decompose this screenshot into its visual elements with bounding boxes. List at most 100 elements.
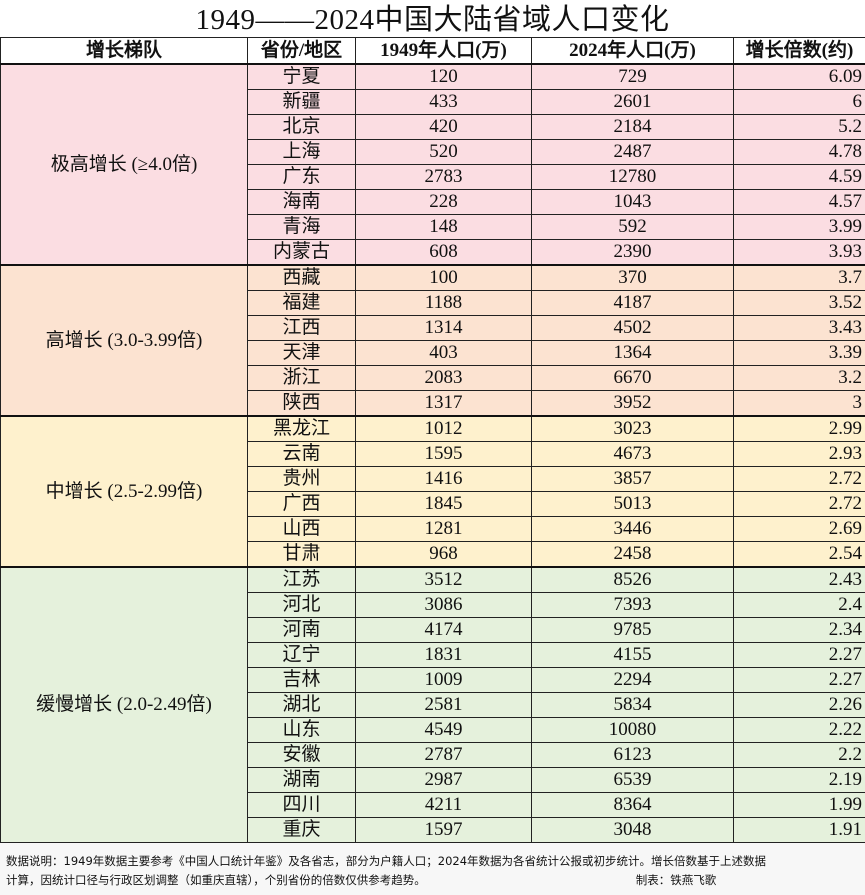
pop1949-cell: 1597 bbox=[356, 818, 532, 843]
notes-line-1: 数据说明：1949年数据主要参考《中国人口统计年鉴》及各省志，部分为户籍人口；2… bbox=[6, 852, 859, 871]
pop1949-cell: 2083 bbox=[356, 366, 532, 391]
pop2024-cell: 6670 bbox=[532, 366, 734, 391]
province-cell: 北京 bbox=[248, 115, 356, 140]
province-cell: 福建 bbox=[248, 291, 356, 316]
ratio-cell: 2.69 bbox=[734, 517, 865, 542]
pop2024-cell: 3023 bbox=[532, 416, 734, 442]
pop2024-cell: 2294 bbox=[532, 668, 734, 693]
ratio-cell: 3.43 bbox=[734, 316, 865, 341]
ratio-cell: 2.54 bbox=[734, 542, 865, 568]
province-cell: 青海 bbox=[248, 215, 356, 240]
pop1949-cell: 148 bbox=[356, 215, 532, 240]
pop2024-cell: 10080 bbox=[532, 718, 734, 743]
pop1949-cell: 2783 bbox=[356, 165, 532, 190]
province-cell: 辽宁 bbox=[248, 643, 356, 668]
pop1949-cell: 1416 bbox=[356, 467, 532, 492]
pop2024-cell: 1364 bbox=[532, 341, 734, 366]
pop1949-cell: 1009 bbox=[356, 668, 532, 693]
province-cell: 湖北 bbox=[248, 693, 356, 718]
province-cell: 甘肃 bbox=[248, 542, 356, 568]
province-cell: 江西 bbox=[248, 316, 356, 341]
province-cell: 安徽 bbox=[248, 743, 356, 768]
province-cell: 宁夏 bbox=[248, 64, 356, 90]
pop2024-cell: 2458 bbox=[532, 542, 734, 568]
ratio-cell: 2.4 bbox=[734, 593, 865, 618]
pop1949-cell: 3512 bbox=[356, 567, 532, 593]
province-cell: 贵州 bbox=[248, 467, 356, 492]
pop1949-cell: 520 bbox=[356, 140, 532, 165]
pop2024-cell: 1043 bbox=[532, 190, 734, 215]
pop2024-cell: 3048 bbox=[532, 818, 734, 843]
pop2024-cell: 2184 bbox=[532, 115, 734, 140]
data-notes: 数据说明：1949年数据主要参考《中国人口统计年鉴》及各省志，部分为户籍人口；2… bbox=[0, 843, 865, 895]
province-cell: 云南 bbox=[248, 442, 356, 467]
ratio-cell: 4.78 bbox=[734, 140, 865, 165]
province-cell: 海南 bbox=[248, 190, 356, 215]
pop1949-cell: 1845 bbox=[356, 492, 532, 517]
pop1949-cell: 2581 bbox=[356, 693, 532, 718]
ratio-cell: 4.57 bbox=[734, 190, 865, 215]
pop2024-cell: 4187 bbox=[532, 291, 734, 316]
province-cell: 四川 bbox=[248, 793, 356, 818]
pop1949-cell: 2987 bbox=[356, 768, 532, 793]
tier-label: 中增长 (2.5-2.99倍) bbox=[1, 416, 248, 567]
province-cell: 浙江 bbox=[248, 366, 356, 391]
tier-label: 缓慢增长 (2.0-2.49倍) bbox=[1, 567, 248, 843]
province-cell: 山东 bbox=[248, 718, 356, 743]
ratio-cell: 3.2 bbox=[734, 366, 865, 391]
credit: 制表：铁燕飞歌 bbox=[636, 871, 717, 890]
column-header-tier: 增长梯队 bbox=[1, 38, 248, 65]
pop1949-cell: 1012 bbox=[356, 416, 532, 442]
pop1949-cell: 1595 bbox=[356, 442, 532, 467]
ratio-cell: 2.26 bbox=[734, 693, 865, 718]
table-header-row: 增长梯队 省份/地区 1949年人口(万) 2024年人口(万) 增长倍数(约) bbox=[1, 38, 865, 65]
ratio-cell: 5.2 bbox=[734, 115, 865, 140]
pop1949-cell: 4549 bbox=[356, 718, 532, 743]
pop2024-cell: 7393 bbox=[532, 593, 734, 618]
notes-line-2: 计算，因统计口径与行政区划调整（如重庆直辖），个别省份的倍数仅供参考趋势。 bbox=[6, 873, 426, 887]
pop1949-cell: 608 bbox=[356, 240, 532, 266]
ratio-cell: 3.93 bbox=[734, 240, 865, 266]
pop1949-cell: 1314 bbox=[356, 316, 532, 341]
pop1949-cell: 1317 bbox=[356, 391, 532, 417]
pop2024-cell: 4673 bbox=[532, 442, 734, 467]
province-cell: 山西 bbox=[248, 517, 356, 542]
pop2024-cell: 2390 bbox=[532, 240, 734, 266]
pop2024-cell: 8526 bbox=[532, 567, 734, 593]
ratio-cell: 1.99 bbox=[734, 793, 865, 818]
ratio-cell: 3.52 bbox=[734, 291, 865, 316]
column-header-pop1949: 1949年人口(万) bbox=[356, 38, 532, 65]
ratio-cell: 2.93 bbox=[734, 442, 865, 467]
province-cell: 黑龙江 bbox=[248, 416, 356, 442]
province-cell: 天津 bbox=[248, 341, 356, 366]
ratio-cell: 6 bbox=[734, 90, 865, 115]
ratio-cell: 2.72 bbox=[734, 492, 865, 517]
pop1949-cell: 1831 bbox=[356, 643, 532, 668]
pop2024-cell: 4155 bbox=[532, 643, 734, 668]
ratio-cell: 2.27 bbox=[734, 643, 865, 668]
ratio-cell: 2.99 bbox=[734, 416, 865, 442]
tier-label: 高增长 (3.0-3.99倍) bbox=[1, 265, 248, 416]
pop1949-cell: 4174 bbox=[356, 618, 532, 643]
tier-label: 极高增长 (≥4.0倍) bbox=[1, 64, 248, 265]
column-header-ratio: 增长倍数(约) bbox=[734, 38, 865, 65]
ratio-cell: 3.7 bbox=[734, 265, 865, 291]
pop2024-cell: 5013 bbox=[532, 492, 734, 517]
pop1949-cell: 968 bbox=[356, 542, 532, 568]
province-cell: 陕西 bbox=[248, 391, 356, 417]
pop2024-cell: 3952 bbox=[532, 391, 734, 417]
ratio-cell: 6.09 bbox=[734, 64, 865, 90]
column-header-pop2024: 2024年人口(万) bbox=[532, 38, 734, 65]
province-cell: 湖南 bbox=[248, 768, 356, 793]
ratio-cell: 3.99 bbox=[734, 215, 865, 240]
pop1949-cell: 4211 bbox=[356, 793, 532, 818]
ratio-cell: 2.34 bbox=[734, 618, 865, 643]
pop1949-cell: 1188 bbox=[356, 291, 532, 316]
ratio-cell: 2.22 bbox=[734, 718, 865, 743]
pop1949-cell: 3086 bbox=[356, 593, 532, 618]
pop2024-cell: 2487 bbox=[532, 140, 734, 165]
pop2024-cell: 3857 bbox=[532, 467, 734, 492]
province-cell: 江苏 bbox=[248, 567, 356, 593]
